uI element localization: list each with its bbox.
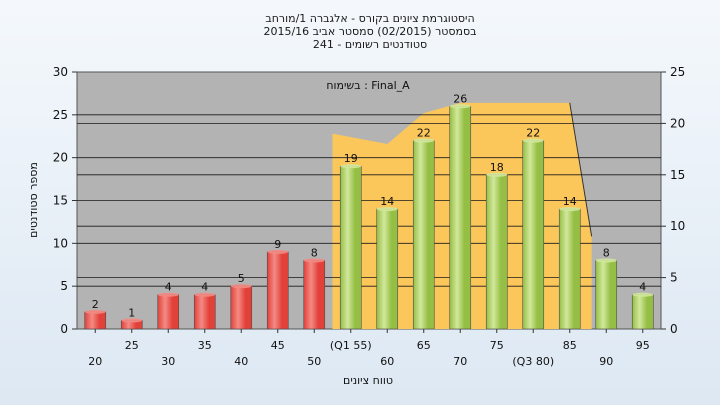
data-label: 1 (128, 306, 135, 319)
data-label: 22 (417, 127, 431, 140)
bar-cap (486, 172, 508, 177)
bar-cap (303, 258, 325, 263)
x-tick-label: (Q3 80) (512, 355, 554, 368)
y2-tick-label: 20 (670, 116, 685, 130)
y-tick-label: 15 (53, 194, 68, 208)
bar-cap (267, 249, 289, 254)
annotation-text: בשימוח : Final_A (326, 79, 410, 92)
y-tick-label: 25 (53, 108, 68, 122)
x-tick-label: 85 (563, 339, 577, 352)
data-label: 14 (380, 195, 394, 208)
bar-70 (449, 105, 472, 330)
data-label: 5 (238, 272, 245, 285)
data-label: 8 (603, 246, 610, 259)
y-axis-title: מספר סטודנטים (27, 162, 40, 238)
x-tick-label: 20 (88, 355, 102, 368)
x-tick-label: 60 (380, 355, 394, 368)
x-tick-label: 75 (490, 339, 504, 352)
bar-40 (230, 285, 253, 330)
band-edge (569, 102, 593, 237)
bar-cap (632, 292, 654, 297)
bar-cap (340, 164, 362, 169)
bar-cap (449, 104, 471, 109)
data-label: 4 (165, 281, 172, 294)
bar-cap (194, 292, 216, 297)
bar-cap (157, 292, 179, 297)
y-axis-right-ticks: 0 5 10 15 20 25 (661, 65, 685, 336)
y-tick-label: 10 (53, 236, 68, 250)
bars (84, 104, 654, 330)
data-label: 19 (344, 152, 358, 165)
bar-cap (376, 207, 398, 212)
x-axis-title: טווח ציונים (343, 374, 393, 387)
data-label: 2 (92, 298, 99, 311)
bar-90 (595, 260, 618, 330)
x-axis-ticks: 20 25 30 35 40 45 50 (Q1 55) 60 65 70 75 (Q3 80) 85 90… (88, 329, 650, 368)
bar-cap (413, 138, 435, 143)
bar-20 (84, 311, 107, 330)
x-tick-label: 95 (636, 339, 650, 352)
bar-75 (485, 174, 508, 330)
chart-title: היסטוגרמת ציונים בקורס - אלגברה 1/מורחב … (263, 12, 476, 51)
bar-380 (522, 140, 545, 330)
bar-cap (84, 309, 106, 314)
bar-30 (157, 294, 180, 330)
data-label: 4 (201, 281, 208, 294)
bar-60 (376, 208, 399, 330)
data-label: 14 (563, 195, 577, 208)
x-tick-label: (Q1 55) (330, 339, 372, 352)
y-tick-label: 5 (60, 279, 68, 293)
bar-35 (193, 294, 216, 330)
bar-cap (121, 318, 143, 323)
bar-cap (230, 284, 252, 289)
x-tick-label: 25 (125, 339, 139, 352)
y2-tick-label: 10 (670, 219, 685, 233)
x-tick-label: 40 (234, 355, 248, 368)
x-tick-label: 65 (417, 339, 431, 352)
bar-50 (303, 260, 326, 330)
y2-tick-label: 25 (670, 65, 685, 79)
bar-cap (595, 258, 617, 263)
x-tick-label: 50 (307, 355, 321, 368)
y2-tick-label: 5 (670, 271, 678, 285)
y2-tick-label: 15 (670, 168, 685, 182)
x-tick-label: 45 (271, 339, 285, 352)
y-axis-left-ticks: 0 5 10 15 20 25 30 (53, 65, 77, 336)
data-label: 18 (490, 161, 504, 174)
bar-45 (266, 251, 289, 330)
x-tick-label: 90 (599, 355, 613, 368)
data-label: 8 (311, 246, 318, 259)
y-tick-label: 20 (53, 151, 68, 165)
bar-65 (412, 140, 435, 330)
x-tick-label: 35 (198, 339, 212, 352)
y-tick-label: 0 (60, 322, 68, 336)
x-tick-label: 70 (453, 355, 467, 368)
bar-95 (631, 294, 654, 330)
x-tick-label: 30 (161, 355, 175, 368)
y2-tick-label: 0 (670, 322, 678, 336)
bar-cap (559, 207, 581, 212)
data-label: 22 (526, 127, 540, 140)
title-line-3: סטודנטים רשומים - 241 (313, 38, 427, 51)
y-tick-label: 30 (53, 65, 68, 79)
data-label: 26 (453, 92, 467, 105)
title-line-1: היסטוגרמת ציונים בקורס - אלגברה 1/מורחב (265, 12, 474, 25)
bar-cap (522, 138, 544, 143)
data-label: 9 (274, 238, 281, 251)
data-label: 4 (639, 281, 646, 294)
bar-85 (558, 208, 581, 330)
bar-155 (339, 165, 362, 330)
title-line-2: בסמסטר (02/2015) סמסטר אביב 2015/16 (263, 25, 476, 38)
